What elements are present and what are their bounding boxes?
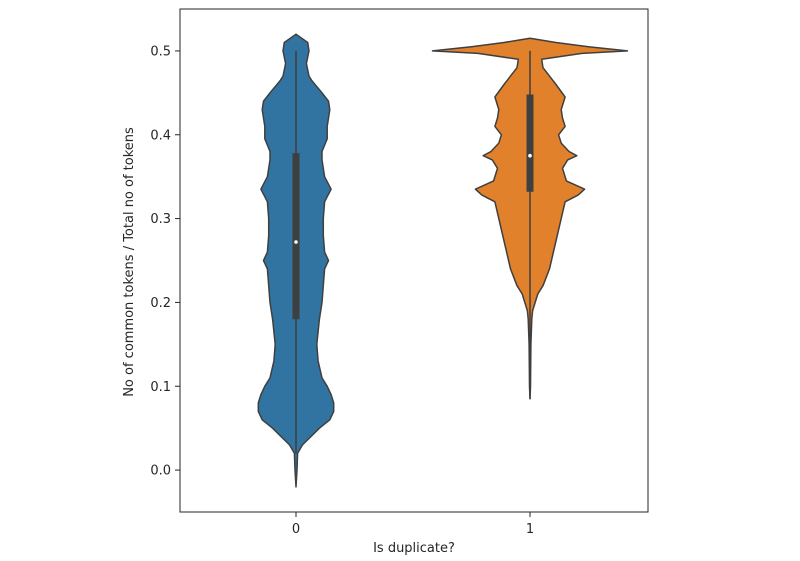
y-axis-label: No of common tokens / Total no of tokens — [122, 127, 137, 397]
y-tick-label: 0.3 — [150, 212, 171, 227]
x-tick-label: 0 — [292, 522, 300, 537]
violin-group-1 — [431, 37, 629, 400]
y-tick-label: 0.1 — [150, 380, 171, 395]
violins-layer — [257, 33, 629, 488]
violin-median-1 — [528, 153, 532, 158]
plot-frame — [179, 8, 649, 513]
plot-background — [180, 9, 648, 512]
violin-group-0 — [257, 33, 335, 488]
violin-iqr-box-0 — [292, 153, 300, 320]
violin-iqr-box-1 — [526, 94, 534, 192]
y-tick-label: 0.5 — [150, 44, 171, 59]
y-tick-label: 0.0 — [150, 464, 171, 479]
y-tick-label: 0.2 — [150, 296, 171, 311]
x-tick-label: 1 — [526, 522, 534, 537]
y-tick-label: 0.4 — [150, 128, 171, 143]
violin-median-0 — [294, 240, 298, 244]
x-axis-label: Is duplicate? — [373, 541, 455, 556]
y-axis-ticks: 0.0 0.1 0.2 0.3 0.4 0.5 — [150, 44, 180, 479]
